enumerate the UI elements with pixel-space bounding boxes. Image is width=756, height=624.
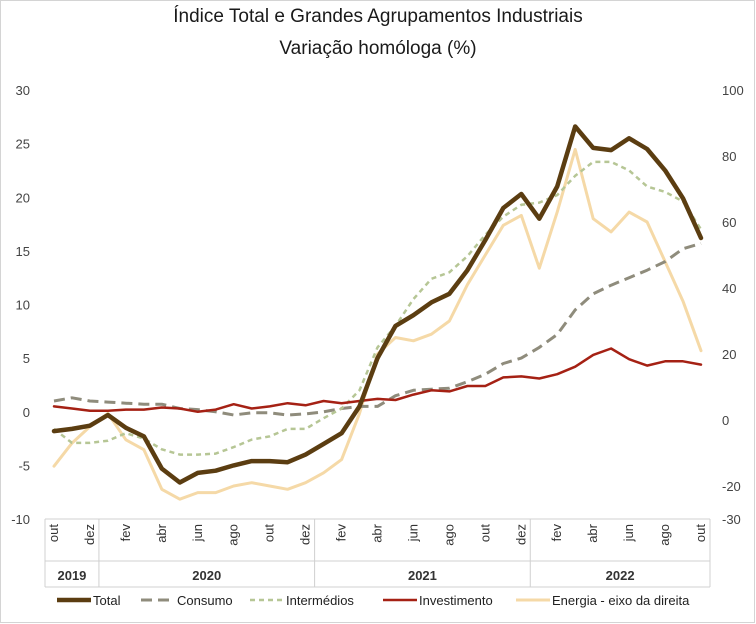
- chart-legend: Total Consumo Intermédios Investimento Energ…: [57, 593, 690, 608]
- legend-label: Intermédios: [286, 593, 354, 608]
- x-tick-label: jun: [621, 524, 636, 542]
- chart-series-lines: [51, 124, 704, 501]
- x-tick-label: fev: [334, 524, 349, 542]
- x-tick-label: out: [262, 524, 277, 542]
- y-tick-label: 20: [16, 190, 30, 205]
- y-tick-label: 15: [16, 244, 30, 259]
- x-year-label: 2022: [606, 568, 635, 583]
- chart-axes: -10 -5 0 5 10 15 20 25 30 -30 -20 0 20 40 60 80 100 out de…: [11, 83, 744, 588]
- x-tick-label: out: [477, 524, 492, 542]
- y-tick-label: -10: [11, 512, 30, 527]
- series-line-intermedios: [53, 160, 703, 456]
- x-tick-label: abr: [154, 523, 169, 542]
- chart-subtitle: Variação homóloga (%): [279, 38, 477, 59]
- x-year-label: 2020: [192, 568, 221, 583]
- y2-tick-label: -30: [722, 512, 741, 527]
- series-line-total: [51, 124, 704, 485]
- x-tick-label: ago: [441, 524, 456, 546]
- chart-title: Índice Total e Grandes Agrupamentos Indu…: [173, 6, 583, 27]
- x-tick-label: abr: [585, 523, 600, 542]
- x-year-label: 2021: [408, 568, 437, 583]
- y-tick-label: 5: [23, 351, 30, 366]
- x-tick-label: jun: [405, 524, 420, 542]
- y2-tick-label: 0: [722, 413, 729, 428]
- y2-tick-label: -20: [722, 479, 741, 494]
- y-tick-label: 10: [16, 298, 30, 313]
- x-tick-label: fev: [549, 524, 564, 542]
- y2-tick-label: 60: [722, 215, 736, 230]
- series-line-investimento: [52, 347, 703, 414]
- y-tick-label: 0: [23, 405, 30, 420]
- y2-tick-label: 100: [722, 83, 744, 98]
- y-tick-label: 30: [16, 83, 30, 98]
- y2-tick-label: 80: [722, 149, 736, 164]
- legend-label: Consumo: [177, 593, 233, 608]
- x-tick-label: fev: [118, 524, 133, 542]
- legend-label: Energia - eixo da direita: [552, 593, 690, 608]
- y-tick-label: -5: [18, 458, 30, 473]
- series-line-consumo: [53, 241, 702, 417]
- x-tick-label: out: [46, 524, 61, 542]
- legend-label: Total: [93, 593, 121, 608]
- x-year-label: 2019: [57, 568, 86, 583]
- y2-tick-label: 40: [722, 281, 736, 296]
- x-tick-label: dez: [298, 524, 313, 545]
- x-tick-label: ago: [226, 524, 241, 546]
- x-tick-label: abr: [370, 523, 385, 542]
- x-tick-label: jun: [190, 524, 205, 542]
- x-tick-label: ago: [657, 524, 672, 546]
- x-tick-label: dez: [513, 524, 528, 545]
- y2-tick-label: 20: [722, 347, 736, 362]
- legend-label: Investimento: [419, 593, 493, 608]
- x-tick-label: out: [693, 524, 708, 542]
- x-tick-label: dez: [82, 524, 97, 545]
- y-tick-label: 25: [16, 137, 30, 152]
